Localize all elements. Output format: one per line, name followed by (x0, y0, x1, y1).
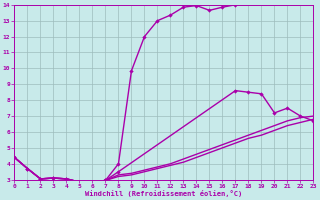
X-axis label: Windchill (Refroidissement éolien,°C): Windchill (Refroidissement éolien,°C) (85, 190, 243, 197)
